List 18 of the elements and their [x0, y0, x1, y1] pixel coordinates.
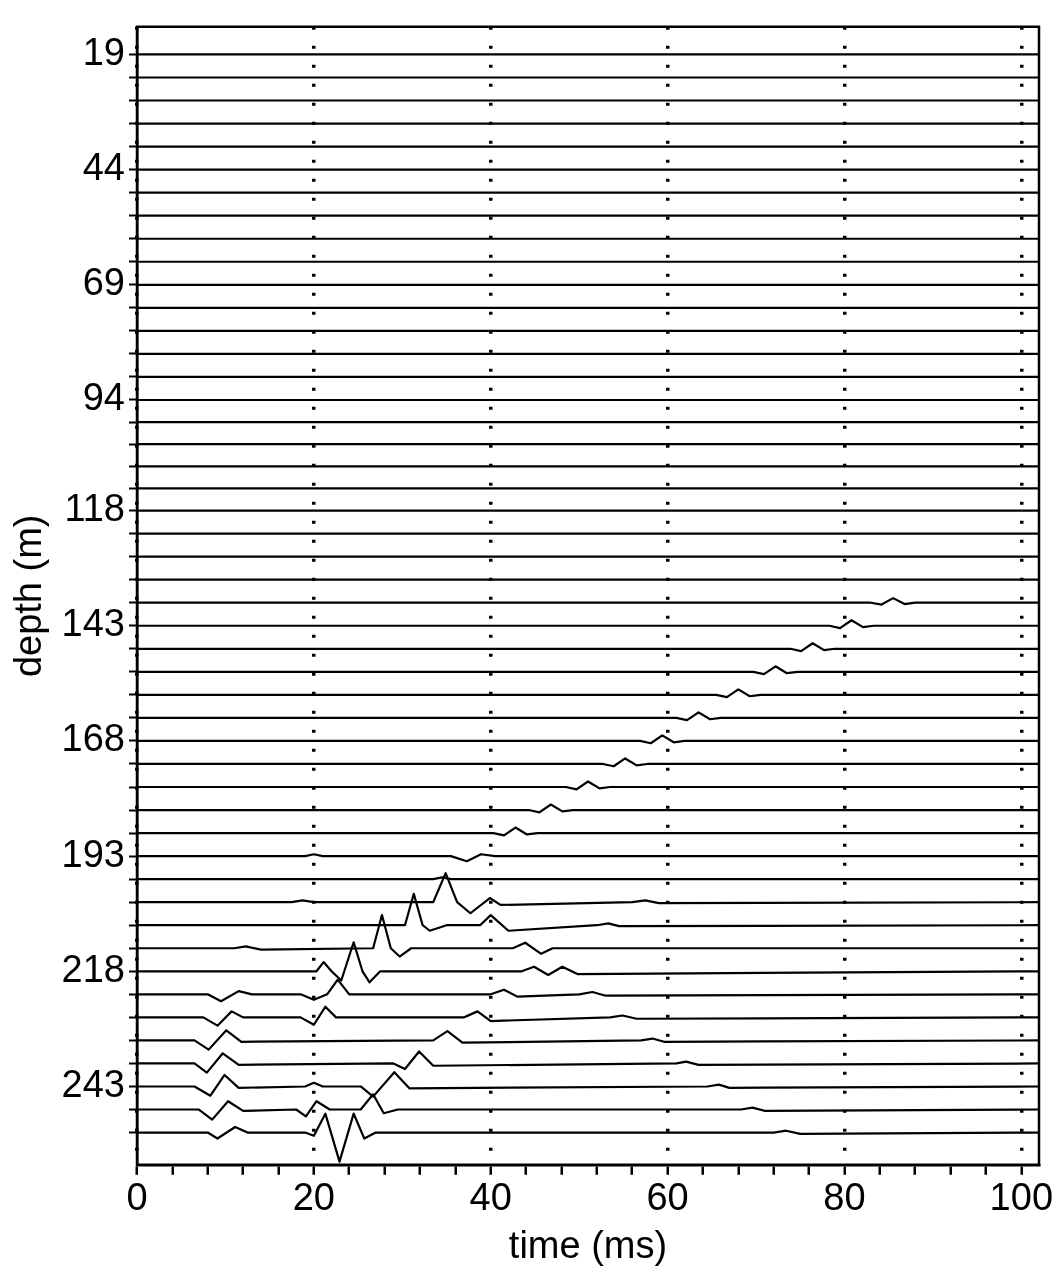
y-tick-label: 143 [61, 602, 125, 645]
x-tick-label: 80 [823, 1176, 866, 1219]
x-axis-title: time (ms) [508, 1223, 668, 1266]
y-tick-label: 94 [82, 376, 125, 419]
x-tick-label: 0 [126, 1176, 148, 1219]
y-tick-label: 69 [82, 261, 125, 304]
y-axis-title: depth (m) [7, 514, 50, 678]
y-tick-label: 44 [82, 146, 125, 189]
y-tick-label: 118 [64, 487, 125, 530]
x-tick-label: 100 [989, 1176, 1054, 1219]
y-tick-label: 193 [61, 832, 125, 875]
y-tick-label: 218 [61, 947, 125, 990]
y-tick-label: 243 [61, 1062, 125, 1105]
x-tick-label: 60 [646, 1176, 689, 1219]
x-tick-label: 40 [469, 1176, 512, 1219]
y-tick-label: 168 [61, 717, 125, 760]
x-tick-label: 20 [292, 1176, 335, 1219]
y-tick-label: 19 [82, 30, 125, 73]
